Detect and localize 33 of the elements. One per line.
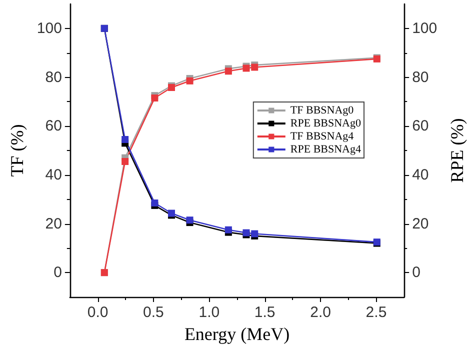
x-tick-label: 2.0: [310, 304, 331, 321]
legend-label: RPE BBSNAg0: [290, 118, 362, 130]
y2-tick-label: 0: [412, 264, 420, 282]
x-tick-label: 1.5: [254, 304, 276, 321]
point: [122, 136, 129, 144]
y2-tick-label: 80: [412, 68, 429, 86]
legend-label: TF BBSNAg4: [290, 130, 354, 142]
y2-axis-title: RPE (%): [447, 118, 467, 183]
point: [224, 226, 232, 234]
y2-tick-label: 40: [412, 166, 429, 184]
point: [151, 94, 158, 102]
x-tick-label: 2.5: [366, 304, 387, 321]
y-tick-label: 40: [45, 166, 62, 184]
y-tick-label: 0: [54, 264, 62, 282]
y-tick-label: 80: [45, 68, 62, 86]
y2-tick-label: 100: [412, 20, 438, 37]
point: [186, 77, 194, 84]
legend-label: TF BBSNAg0: [290, 104, 354, 116]
y-tick-label: 20: [45, 215, 62, 232]
y2-tick-label: 20: [412, 215, 429, 232]
x-axis-title: Energy (MeV): [184, 324, 290, 344]
y2-tick-label: 60: [412, 118, 429, 135]
point: [186, 216, 194, 224]
legend-label: RPE BBSNAg4: [290, 144, 362, 156]
x-tick-label: 0.0: [87, 304, 108, 321]
y-tick-label: 100: [36, 20, 62, 37]
y-tick-label: 60: [45, 118, 62, 135]
y-axis-title: TF (%): [7, 124, 27, 177]
point: [224, 68, 232, 75]
x-tick-label: 0.5: [143, 304, 164, 321]
point: [122, 158, 129, 165]
x-tick-label: 1.0: [198, 304, 220, 321]
point: [151, 199, 158, 206]
